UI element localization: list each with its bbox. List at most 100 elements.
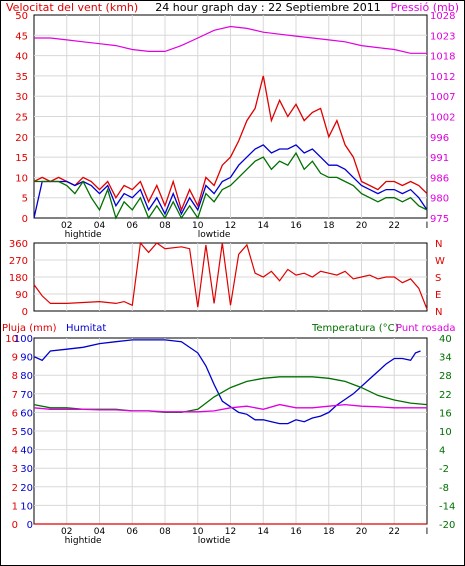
- temperature-tick-label: 40: [439, 334, 452, 345]
- wind-hour-label: 06: [127, 221, 139, 231]
- wind-speed-line: [34, 151, 428, 220]
- temperature-tide-label: hightide: [65, 536, 102, 546]
- wind-speed-tick-label: 30: [15, 92, 28, 103]
- temperature-hour-label: I: [426, 527, 429, 537]
- humidity-tick-label: 30: [20, 464, 33, 475]
- temperature-tick-label: 10: [439, 427, 452, 438]
- temperature-tick-label: 22: [439, 390, 452, 401]
- pressure-axis-title: Pressió (mb): [390, 1, 459, 14]
- wind-speed-tick-label: 40: [15, 52, 28, 63]
- temperature-tick-label: 16: [439, 408, 452, 419]
- temperature-hour-label: 20: [356, 527, 368, 537]
- wind-hour-label: 20: [356, 221, 368, 231]
- direction-series: [33, 241, 428, 310]
- wind-hour-label: I: [426, 221, 429, 231]
- temperature-hour-label: 12: [225, 527, 236, 537]
- direction-degree-label: 180: [9, 273, 28, 284]
- humidity-tick-label: 90: [20, 353, 33, 364]
- temperature-hour-label: 10: [192, 527, 204, 537]
- rain-tick-label: 10: [5, 334, 18, 345]
- temperature-series: [33, 339, 428, 525]
- wind-hour-label: 02: [61, 221, 72, 231]
- pressure-tick-label: 975: [430, 214, 449, 225]
- wind-speed-tick-label: 20: [15, 133, 28, 144]
- wind-speed-axis-title: Velocitat del vent (kmh): [6, 1, 138, 14]
- direction-compass-label: W: [435, 256, 445, 267]
- pressure-tick-label: 1012: [430, 72, 455, 83]
- direction-compass-label: N: [435, 307, 442, 318]
- humidity-tick-label: 20: [20, 483, 33, 494]
- wind-series: [33, 25, 428, 220]
- rain-tick-label: 5: [12, 427, 18, 438]
- humidity-tick-label: 60: [20, 408, 33, 419]
- temperature-hour-label: 16: [290, 527, 302, 537]
- pressure-tick-label: 1023: [430, 31, 455, 42]
- wind-direction-line: [33, 241, 428, 310]
- rain-tick-label: 6: [12, 408, 18, 419]
- wind-tide-label: lowtide: [198, 230, 231, 240]
- rain-ticks: 0 1 2 3 4 5 6 7 8 9 10: [5, 334, 18, 531]
- humidity-line: [33, 339, 421, 425]
- direction-degree-label: 270: [9, 256, 28, 267]
- pressure-tick-label: 991: [430, 153, 449, 164]
- wind-gust-line: [33, 75, 428, 212]
- direction-degree-label: 360: [9, 239, 28, 250]
- wind-pressure-panel: Velocitat del vent (kmh) 24 hour graph d…: [6, 1, 459, 240]
- temperature-ticks: -20 -14 -8 -2 4 10 16 22 28 34 40: [439, 334, 455, 531]
- temperature-tick-label: -8: [439, 483, 449, 494]
- wind-speed-tick-label: 5: [22, 194, 28, 205]
- temperature-tick-label: 28: [439, 371, 452, 382]
- direction-compass-label: E: [435, 290, 441, 301]
- temperature-hour-label: 06: [127, 527, 139, 537]
- temperature-grid: [34, 338, 427, 524]
- pressure-tick-label: 1007: [430, 92, 455, 103]
- wind-hour-label: 16: [290, 221, 302, 231]
- rain-tick-label: 9: [12, 353, 18, 364]
- temperature-hour-label: 22: [389, 527, 400, 537]
- wind-speed-tick-label: 25: [15, 113, 28, 124]
- direction-degree-ticks: 0 90 180 270 360: [9, 239, 28, 318]
- temperature-tick-label: -20: [439, 520, 455, 531]
- wind-hour-label: 22: [389, 221, 400, 231]
- wind-average-line: [33, 144, 428, 219]
- wind-speed-tick-label: 10: [15, 173, 28, 184]
- temperature-hour-label: 02: [61, 527, 72, 537]
- wind-hour-label: 08: [159, 221, 171, 231]
- humidity-tick-label: 0: [27, 520, 33, 531]
- humidity-tick-label: 40: [20, 446, 33, 457]
- temperature-tide-label: lowtide: [198, 536, 231, 546]
- temperature-panel: Pluja (mm) Humitat Temperatura (°C) Punt…: [2, 323, 455, 546]
- wind-speed-tick-label: 35: [15, 72, 28, 83]
- temperature-tick-label: -2: [439, 464, 449, 475]
- rain-tick-label: 2: [12, 483, 18, 494]
- temperature-axis-title: Temperatura (°C): [311, 323, 399, 334]
- pressure-tick-label: 1018: [430, 52, 455, 63]
- wind-speed-tick-label: 15: [15, 153, 28, 164]
- wind-tide-label: hightide: [65, 230, 102, 240]
- temperature-tick-label: -14: [439, 501, 455, 512]
- rain-tick-label: 1: [12, 501, 18, 512]
- direction-degree-label: 90: [15, 290, 28, 301]
- direction-compass-label: S: [435, 273, 441, 284]
- temperature-tick-label: 34: [439, 353, 452, 364]
- humidity-axis-title: Humitat: [66, 323, 106, 334]
- wind-hour-label: 14: [258, 221, 270, 231]
- wind-speed-tick-label: 0: [22, 214, 28, 225]
- humidity-tick-label: 100: [14, 334, 33, 345]
- direction-degree-label: 0: [22, 307, 28, 318]
- pressure-tick-label: 1028: [430, 11, 455, 22]
- wind-grid: [34, 15, 427, 218]
- wind-hour-label: 10: [192, 221, 204, 231]
- wind-speed-tick-label: 50: [15, 11, 28, 22]
- temperature-hour-label: 18: [323, 527, 335, 537]
- wind-speed-ticks: 0 5 10 15 20 25 30 35 40 45 50: [15, 11, 28, 225]
- dew-point-axis-title: Punt rosada: [396, 323, 455, 334]
- temperature-hour-label: 14: [258, 527, 270, 537]
- rain-tick-label: 0: [12, 520, 18, 531]
